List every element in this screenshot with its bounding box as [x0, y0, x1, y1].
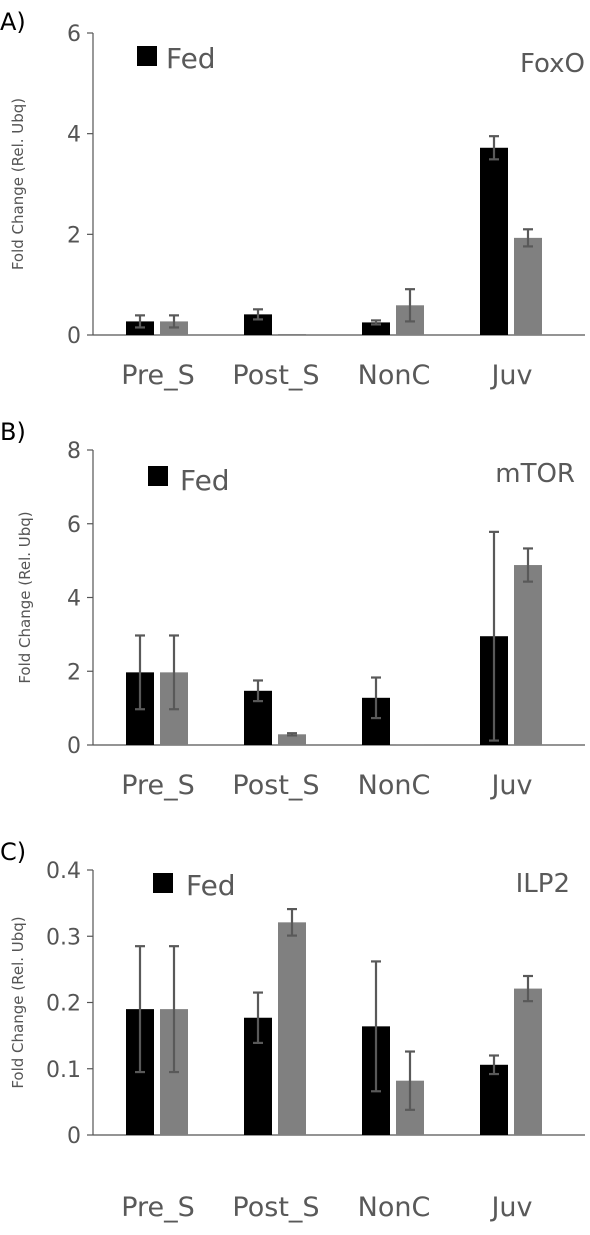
bar-juv-series-2 [514, 565, 542, 745]
x-tick-label: Post_S [232, 770, 319, 801]
y-tick-label: 0.3 [46, 925, 81, 950]
panel-label: C) [0, 838, 26, 866]
legend-swatch-fed [148, 466, 168, 486]
y-tick-label: 0.2 [46, 992, 81, 1017]
bar-juv-series-1 [480, 147, 508, 335]
y-axis-label: Fold Change (Rel. Ubq) [16, 511, 34, 683]
y-tick-label: 8 [67, 439, 81, 464]
legend-swatch-fed [137, 46, 157, 66]
x-tick-label: NonC [358, 770, 431, 801]
chart-title: ILP2 [516, 869, 570, 899]
y-tick-label: 2 [67, 223, 81, 248]
y-tick-label: 0 [67, 324, 81, 349]
x-tick-label: NonC [358, 360, 431, 391]
bar-post-s-series-1 [244, 314, 272, 335]
y-tick-label: 6 [67, 513, 81, 538]
panel-label: B) [0, 418, 26, 446]
bar-juv-series-2 [514, 237, 542, 335]
y-tick-label: 0.4 [46, 859, 81, 884]
x-tick-label: Post_S [232, 1192, 319, 1223]
bar-post-s-series-2 [278, 922, 306, 1135]
y-tick-label: 2 [67, 660, 81, 685]
x-tick-label: NonC [358, 1192, 431, 1223]
chart-title: FoxO [520, 49, 585, 79]
y-axis-label: Fold Change (Rel. Ubq) [9, 916, 27, 1088]
y-tick-label: 0 [67, 1124, 81, 1149]
y-axis-label: Fold Change (Rel. Ubq) [9, 98, 27, 270]
panel-b: B) 0 2 4 6 8 Fold Change (Rel. Ubq) Pre_S Post_S… [0, 410, 590, 810]
bar-nonc-series-2 [396, 744, 424, 745]
legend-label-fed: Fed [166, 42, 216, 75]
bar-nonc-series-1 [362, 322, 390, 335]
x-tick-label: Pre_S [121, 360, 195, 391]
legend-label-fed: Fed [180, 464, 230, 497]
legend-label-fed: Fed [186, 869, 236, 902]
panel-c: C) 0 0.1 0.2 0.3 0.4 Fold Change (Rel. Ubq) Pre… [0, 830, 590, 1230]
x-tick-label: Post_S [232, 360, 319, 391]
y-tick-label: 4 [67, 123, 81, 148]
ilp2-bar-chart: C) 0 0.1 0.2 0.3 0.4 Fold Change (Rel. Ubq) Pre… [0, 838, 585, 1223]
x-tick-label: Juv [489, 360, 532, 391]
x-tick-label: Juv [489, 1192, 532, 1223]
panel-label: A) [0, 8, 26, 36]
bar-juv-series-2 [514, 988, 542, 1135]
legend-swatch-fed [153, 873, 173, 893]
panel-a: A) 0 2 4 6 Fold Change (Rel. Ubq) Pre_S Post_S N… [0, 0, 590, 400]
mtor-bar-chart: B) 0 2 4 6 8 Fold Change (Rel. Ubq) Pre_S Post_S… [0, 418, 585, 801]
chart-title: mTOR [495, 459, 575, 489]
y-tick-label: 0.1 [46, 1058, 81, 1083]
y-tick-label: 4 [67, 587, 81, 612]
y-tick-label: 6 [67, 22, 81, 47]
bar-post-s-series-2 [278, 333, 306, 335]
bar-post-s-series-2 [278, 734, 306, 745]
foxo-bar-chart: A) 0 2 4 6 Fold Change (Rel. Ubq) Pre_S Post_S N… [0, 8, 585, 391]
y-tick-label: 0 [67, 734, 81, 759]
bar-juv-series-1 [480, 1064, 508, 1135]
x-tick-label: Pre_S [121, 1192, 195, 1223]
x-tick-label: Juv [489, 770, 532, 801]
x-tick-label: Pre_S [121, 770, 195, 801]
